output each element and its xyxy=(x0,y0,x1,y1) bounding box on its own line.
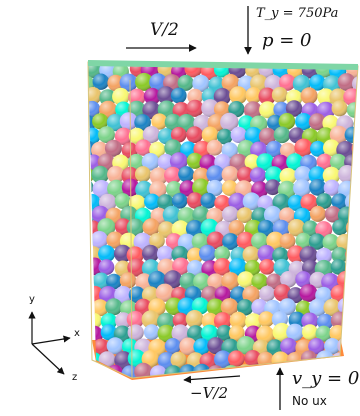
particle-shading xyxy=(316,350,334,368)
particle-shading xyxy=(302,324,318,340)
particle xyxy=(353,298,360,314)
particle-shading xyxy=(250,167,266,183)
particle-shading xyxy=(354,337,360,353)
particle-shading xyxy=(207,140,223,156)
particle-shading xyxy=(207,365,224,382)
particle-shading xyxy=(343,350,360,368)
x-axis-label: x xyxy=(74,328,80,339)
particle-shading xyxy=(135,166,151,182)
particle xyxy=(345,247,360,263)
particle xyxy=(77,363,95,381)
particle-shading xyxy=(86,313,102,329)
particle-shading xyxy=(345,311,360,328)
particle xyxy=(345,326,360,343)
bottom-velocity-y-label: v_y = 0 xyxy=(292,368,359,389)
top-traction-label: T_y = 750Pa xyxy=(256,6,338,21)
z-axis-arrow xyxy=(32,344,64,374)
particle-shading xyxy=(266,364,283,381)
particle-shading xyxy=(332,100,348,116)
particle-shading xyxy=(351,233,360,251)
particle xyxy=(78,179,94,195)
particle-shading xyxy=(353,273,360,289)
particle xyxy=(78,272,95,289)
z-axis-label: z xyxy=(72,372,77,383)
particle xyxy=(250,365,267,382)
particle xyxy=(351,233,360,251)
particle-shading xyxy=(345,326,360,343)
particle-shading xyxy=(351,167,360,185)
particle-shading xyxy=(199,245,216,262)
particle-shading xyxy=(338,298,354,314)
particle-shading xyxy=(105,298,122,315)
particle-shading xyxy=(345,247,360,263)
particle-shading xyxy=(300,284,318,302)
particle-shading xyxy=(228,350,245,367)
particle-shading xyxy=(274,127,291,144)
particle-shading xyxy=(128,324,144,340)
particle-shading xyxy=(259,259,275,275)
particle-shading xyxy=(186,100,203,117)
bottom-velocity-arrow xyxy=(184,376,240,380)
particle-shading xyxy=(301,87,318,104)
particle xyxy=(354,337,360,353)
particle-shading xyxy=(346,287,360,303)
x-axis-arrow xyxy=(32,338,70,344)
axis-triad xyxy=(32,312,70,374)
particle xyxy=(346,287,360,303)
particle-shading xyxy=(186,310,204,328)
particle xyxy=(76,231,94,249)
particle-shading xyxy=(201,193,217,209)
particle xyxy=(343,350,360,368)
particle-shading xyxy=(78,179,94,195)
particle-shading xyxy=(250,365,267,382)
particle-shading xyxy=(332,219,348,235)
particle-shading xyxy=(178,166,194,182)
particle xyxy=(351,167,360,185)
particle-shading xyxy=(353,298,360,314)
particle-shading xyxy=(77,363,95,381)
particle-shading xyxy=(351,179,360,197)
bottom-velocity-label: −V/2 xyxy=(190,384,228,402)
particle-shading xyxy=(84,128,100,144)
particle xyxy=(345,311,360,328)
particle xyxy=(351,179,360,197)
particle-shading xyxy=(351,206,360,222)
particle-shading xyxy=(338,165,356,183)
particle-shading xyxy=(165,338,181,354)
particle-shading xyxy=(186,126,203,143)
particle-shading xyxy=(237,271,254,288)
particle-shading xyxy=(150,365,167,382)
particle-shading xyxy=(76,231,94,249)
top-velocity-label: V/2 xyxy=(150,20,179,40)
particle-shading xyxy=(171,88,187,104)
y-axis-label: y xyxy=(29,294,35,305)
particle-pack xyxy=(76,60,360,384)
particle-shading xyxy=(272,87,288,103)
bottom-no-flux-label: No ux xyxy=(292,394,327,408)
particle xyxy=(266,364,283,381)
particle-shading xyxy=(78,272,95,289)
particle-shading xyxy=(310,206,326,222)
top-pressure-label: p = 0 xyxy=(262,30,312,51)
particle-shading xyxy=(144,324,160,340)
particle xyxy=(351,206,360,222)
particle xyxy=(353,273,360,289)
particle-shading xyxy=(346,259,360,276)
particle xyxy=(346,259,360,276)
